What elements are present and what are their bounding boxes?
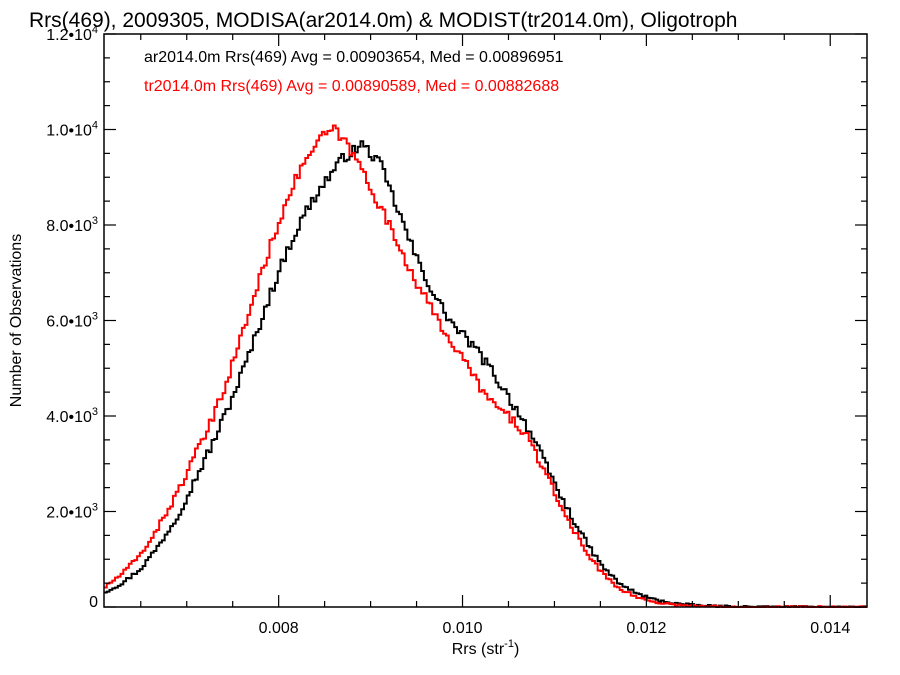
y-tick-label: 4.0•103 — [46, 406, 98, 426]
x-axis-label-superscript: -1 — [504, 638, 514, 650]
y-tick-label: 6.0•103 — [46, 311, 98, 331]
y-axis-label: Number of Observations — [8, 234, 25, 407]
y-tick-label: 1.0•104 — [46, 120, 98, 140]
histogram-series-black — [104, 140, 867, 608]
x-tick-label: 0.014 — [810, 620, 850, 637]
x-axis-label: Rrs (str-1) — [452, 638, 520, 658]
x-axis-label-text: Rrs (str — [452, 641, 505, 658]
x-axis-ticks: 0.008 0.010 0.012 0.014 — [140, 34, 850, 637]
legend-annotation-red: tr2014.0m Rrs(469) Avg = 0.00890589, Med… — [144, 78, 559, 95]
x-tick-label: 0.010 — [442, 620, 482, 637]
y-tick-label: 0 — [89, 594, 98, 611]
legend-annotation-black: ar2014.0m Rrs(469) Avg = 0.00903654, Med… — [144, 49, 564, 66]
y-axis-ticks: 0 2.0•103 4.0•103 6.0•103 8.0•103 1.0•104 1.2•… — [46, 24, 867, 611]
x-tick-label: 0.008 — [259, 620, 299, 637]
y-tick-label: 1.2•104 — [46, 24, 98, 44]
chart-title: Rrs(469), 2009305, MODISA(ar2014.0m) & M… — [29, 9, 737, 32]
x-tick-label: 0.012 — [626, 620, 666, 637]
y-tick-label: 8.0•103 — [46, 215, 98, 235]
y-tick-label: 2.0•103 — [46, 502, 98, 522]
x-axis-label-suffix: ) — [514, 641, 519, 658]
